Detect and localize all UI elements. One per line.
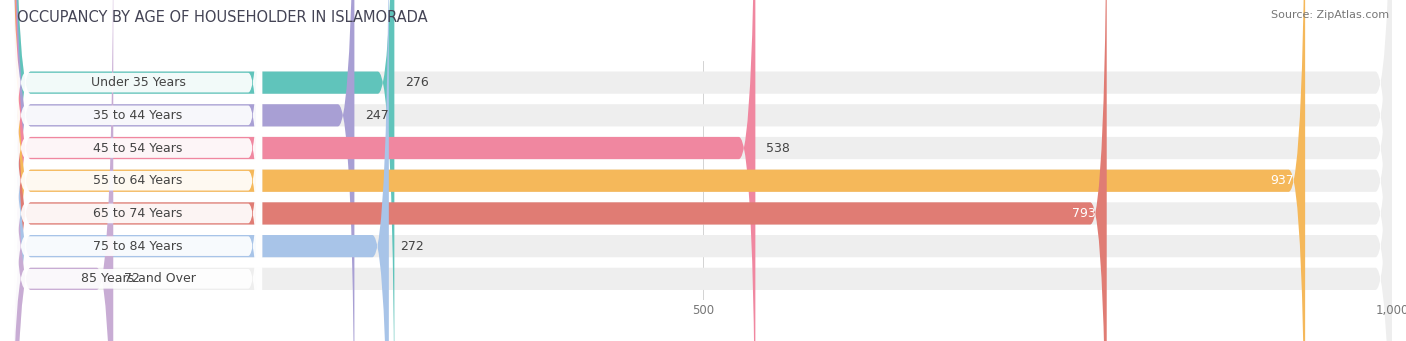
- FancyBboxPatch shape: [14, 0, 114, 341]
- Text: 72: 72: [124, 272, 141, 285]
- Text: 35 to 44 Years: 35 to 44 Years: [93, 109, 183, 122]
- FancyBboxPatch shape: [14, 0, 1392, 341]
- FancyBboxPatch shape: [11, 0, 262, 341]
- FancyBboxPatch shape: [14, 0, 1392, 341]
- FancyBboxPatch shape: [11, 0, 262, 341]
- FancyBboxPatch shape: [14, 0, 1392, 341]
- FancyBboxPatch shape: [11, 0, 262, 341]
- FancyBboxPatch shape: [14, 0, 1392, 341]
- FancyBboxPatch shape: [11, 0, 262, 341]
- Text: 247: 247: [366, 109, 389, 122]
- Text: Source: ZipAtlas.com: Source: ZipAtlas.com: [1271, 10, 1389, 20]
- FancyBboxPatch shape: [14, 0, 1392, 341]
- FancyBboxPatch shape: [14, 0, 1392, 341]
- FancyBboxPatch shape: [14, 0, 1107, 341]
- Text: 793: 793: [1071, 207, 1095, 220]
- FancyBboxPatch shape: [14, 0, 389, 341]
- FancyBboxPatch shape: [14, 0, 354, 341]
- Text: 65 to 74 Years: 65 to 74 Years: [93, 207, 183, 220]
- FancyBboxPatch shape: [11, 0, 262, 341]
- Text: OCCUPANCY BY AGE OF HOUSEHOLDER IN ISLAMORADA: OCCUPANCY BY AGE OF HOUSEHOLDER IN ISLAM…: [17, 10, 427, 25]
- FancyBboxPatch shape: [11, 0, 262, 341]
- Text: 45 to 54 Years: 45 to 54 Years: [93, 142, 183, 154]
- FancyBboxPatch shape: [11, 0, 262, 341]
- Text: 538: 538: [766, 142, 790, 154]
- FancyBboxPatch shape: [14, 0, 1392, 341]
- Text: Under 35 Years: Under 35 Years: [90, 76, 186, 89]
- Text: 272: 272: [399, 240, 423, 253]
- Text: 55 to 64 Years: 55 to 64 Years: [93, 174, 183, 187]
- Text: 937: 937: [1271, 174, 1294, 187]
- FancyBboxPatch shape: [14, 0, 755, 341]
- Text: 276: 276: [405, 76, 429, 89]
- Text: 75 to 84 Years: 75 to 84 Years: [93, 240, 183, 253]
- Text: 85 Years and Over: 85 Years and Over: [80, 272, 195, 285]
- FancyBboxPatch shape: [14, 0, 394, 341]
- FancyBboxPatch shape: [14, 0, 1305, 341]
